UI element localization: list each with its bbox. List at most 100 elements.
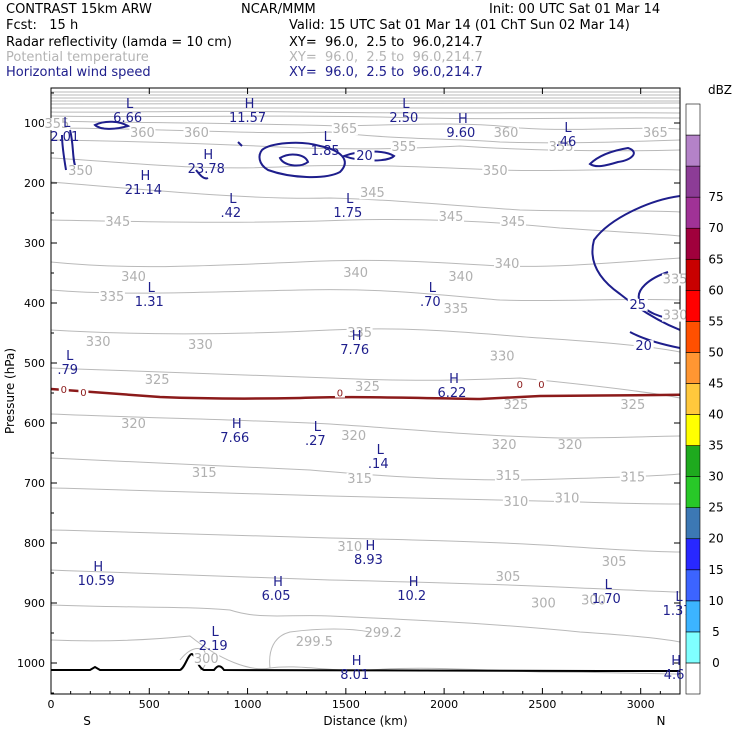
theta-label-bg: [193, 652, 220, 665]
theta-label-bg: [548, 141, 575, 153]
colorbar-swatch: [685, 414, 701, 446]
colorbar-label: 20: [708, 532, 723, 546]
theta-label-bg: [144, 373, 171, 386]
theta-label: 325: [355, 380, 380, 395]
extremum-marker: L: [377, 443, 385, 458]
extremum-value: 2.01: [50, 130, 79, 145]
theta-label-bg: [495, 571, 522, 584]
theta-label: 310: [503, 495, 528, 510]
theta-label-bg: [301, 636, 328, 648]
colorbar-label: 25: [708, 501, 723, 515]
theta-label: 310: [337, 540, 362, 555]
colorbar-swatch: [685, 631, 701, 664]
theta-label-bg: [354, 381, 381, 393]
theta-label: 340: [121, 270, 146, 285]
colorbar-label: 45: [708, 376, 723, 390]
colorbar-swatch: [685, 507, 701, 540]
theta-label-bg: [502, 496, 529, 509]
theta-label-bg: [98, 291, 125, 303]
extremum-value: .46: [556, 135, 577, 150]
theta-label-bg: [129, 127, 156, 140]
theta-label-bg: [340, 430, 367, 443]
colorbar-label: 10: [708, 594, 723, 608]
theta-label: 355: [391, 140, 416, 155]
theta-label: 345: [439, 210, 464, 225]
theta-label-bg: [499, 216, 526, 228]
theta-label: 360: [494, 126, 519, 141]
y-tick-label: 900: [24, 597, 45, 610]
colorbar-label: 50: [708, 345, 723, 359]
theta-label-bg: [530, 597, 557, 610]
reflectivity-label: 0: [538, 380, 544, 391]
colorbar-label: 30: [708, 470, 723, 484]
theta-label: 300: [581, 594, 606, 609]
theta-label-bg: [491, 439, 518, 452]
theta-label: 365: [332, 122, 357, 137]
extremum-marker: L: [126, 97, 134, 112]
colorbar-swatch: [685, 445, 701, 477]
wind-label-bg: [627, 298, 648, 311]
theta-label-bg: [502, 399, 529, 411]
colorbar-swatch: [685, 569, 701, 602]
colorbar-label: 55: [708, 314, 723, 328]
theta-label-bg: [120, 271, 147, 284]
theta-label: 305: [496, 570, 521, 585]
theta-label: 300: [194, 652, 219, 667]
theta-label: 299.2: [365, 626, 402, 641]
theta-label-bg: [43, 118, 70, 131]
theta-label: 330: [86, 335, 111, 350]
field-1-xy: XY= 96.0, 2.5 to 96.0,214.7: [289, 35, 483, 50]
extremum-marker: H: [273, 575, 283, 590]
theta-label: 345: [105, 215, 130, 230]
theta-label: 300: [531, 597, 556, 612]
colorbar-swatch: [685, 476, 701, 508]
colorbar-label: 70: [708, 221, 723, 235]
theta-label: 305: [602, 555, 627, 570]
y-tick-label: 800: [24, 537, 45, 550]
colorbar-label: 40: [708, 408, 723, 422]
wind-contour-label: 25: [629, 298, 646, 313]
wind-contour-label: 20: [356, 149, 373, 164]
theta-label: 315: [192, 466, 217, 481]
extremum-value: 6.05: [262, 589, 291, 604]
theta-label-bg: [191, 466, 218, 479]
extremum-value: 1.70: [592, 592, 621, 607]
reflectivity-label: 0: [61, 385, 67, 396]
theta-label-bg: [580, 594, 607, 607]
theta-label-bg: [336, 541, 363, 554]
y-tick-label: 300: [24, 237, 45, 250]
colorbar-label: 75: [708, 190, 723, 204]
theta-label-bg: [601, 556, 628, 569]
extremum-value: 8.93: [354, 553, 383, 568]
theta-label: 360: [130, 126, 155, 141]
extremum-marker: L: [66, 349, 74, 364]
theta-label-bg: [619, 399, 646, 411]
y-tick-label: 700: [24, 477, 45, 490]
x-tick-label: 3000: [627, 698, 655, 711]
x-end-label-right: N: [657, 714, 666, 728]
colorbar-swatch: [685, 134, 701, 167]
theta-label: 355: [549, 140, 574, 155]
extremum-value: 2.19: [199, 639, 228, 654]
wind-label-bg: [354, 150, 375, 162]
field-1-name: Radar reflectivity (lamda = 10 cm): [6, 35, 232, 50]
theta-label: 340: [448, 270, 473, 285]
theta-label-bg: [489, 350, 516, 363]
theta-label: 315: [496, 469, 521, 484]
theta-label-bg: [442, 303, 469, 315]
extremum-marker: L: [564, 121, 572, 136]
theta-label-bg: [67, 165, 94, 177]
extremum-marker: H: [352, 329, 362, 344]
theta-label: 345: [501, 215, 526, 230]
colorbar-swatch: [685, 321, 701, 353]
theta-label: 330: [663, 309, 688, 324]
y-tick-label: 500: [24, 357, 45, 370]
extremum-value: 21.14: [125, 183, 162, 198]
x-tick-label: 2000: [430, 698, 458, 711]
extremum-value: 4.6: [664, 668, 685, 683]
reflectivity-label-bg: [58, 384, 69, 394]
extremum-marker: L: [429, 281, 437, 296]
field-2-name: Potential temperature: [6, 50, 149, 65]
